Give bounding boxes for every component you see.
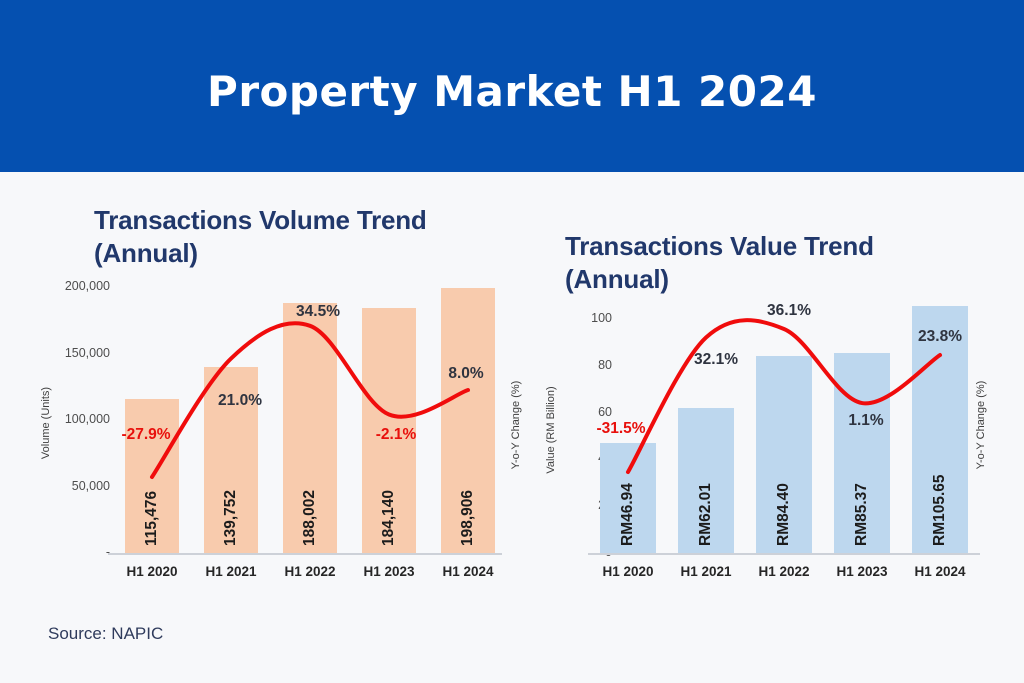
bar-value-label: 184,140 bbox=[380, 489, 397, 546]
y2-axis-label-value: Y-o-Y Change (%) bbox=[975, 380, 987, 470]
yoy-pct-label: 21.0% bbox=[218, 392, 262, 409]
yoy-pct-label: -31.5% bbox=[596, 420, 646, 437]
x-axis-line bbox=[108, 553, 502, 555]
bar-value-label: 198,906 bbox=[459, 489, 476, 546]
header-banner: Property Market H1 2024 bbox=[0, 0, 1024, 172]
x-axis-label: H1 2024 bbox=[442, 564, 494, 579]
y-axis-tick: 200,000 bbox=[64, 279, 110, 293]
yoy-pct-label: 23.8% bbox=[918, 328, 962, 345]
yoy-pct-label: 8.0% bbox=[448, 365, 484, 382]
chart-title-line1: Transactions Volume Trend bbox=[94, 205, 427, 235]
bar-value-label: 188,002 bbox=[301, 489, 318, 546]
bar-value-label: RM84.40 bbox=[775, 483, 792, 546]
y-axis-tick: 100,000 bbox=[64, 412, 110, 426]
chart-title-line2: (Annual) bbox=[565, 263, 669, 294]
bar-value-label: 115,476 bbox=[143, 490, 160, 546]
x-axis-label: H1 2020 bbox=[126, 564, 178, 579]
yoy-pct-label: -2.1% bbox=[375, 426, 417, 443]
source-note: Source: NAPIC bbox=[48, 624, 164, 643]
x-axis-label: H1 2024 bbox=[914, 564, 966, 579]
value-trend-chart: Transactions Value Trend (Annual) Value … bbox=[540, 230, 1010, 605]
y-axis-tick: 50,000 bbox=[71, 478, 110, 493]
y-axis-tick: 60 bbox=[598, 404, 612, 419]
chart-title-line1: Transactions Value Trend bbox=[565, 231, 874, 261]
volume-trend-chart: Transactions Volume Trend (Annual) Volum… bbox=[40, 200, 530, 600]
x-axis-label: H1 2023 bbox=[836, 564, 888, 579]
yoy-pct-label: 34.5% bbox=[296, 303, 340, 320]
y-axis-tick: 150,000 bbox=[64, 345, 110, 360]
yoy-pct-label: -27.9% bbox=[121, 426, 171, 443]
bar-value-label: 139,752 bbox=[222, 489, 239, 546]
x-axis-label: H1 2021 bbox=[680, 564, 732, 579]
bar-value-label: RM85.37 bbox=[853, 483, 870, 546]
yoy-pct-label: 32.1% bbox=[694, 351, 738, 368]
x-axis-label: H1 2020 bbox=[602, 564, 654, 579]
chart-title-value: Transactions Value Trend (Annual) bbox=[565, 230, 874, 295]
chart-title-volume: Transactions Volume Trend (Annual) bbox=[94, 204, 427, 269]
x-axis-label: H1 2021 bbox=[205, 564, 257, 579]
y2-axis-label-volume: Y-o-Y Change (%) bbox=[510, 380, 522, 470]
y-axis-tick: 100 bbox=[591, 311, 612, 325]
chart-title-line2: (Annual) bbox=[94, 237, 198, 268]
x-axis-label: H1 2023 bbox=[363, 564, 415, 579]
page-title: Property Market H1 2024 bbox=[207, 66, 817, 116]
bar-value-label: RM105.65 bbox=[931, 474, 948, 546]
bar-value-label: RM46.94 bbox=[619, 483, 636, 546]
yoy-pct-label: 36.1% bbox=[767, 302, 811, 319]
x-axis-label: H1 2022 bbox=[284, 564, 336, 579]
y-axis-tick: - bbox=[105, 545, 110, 559]
bar-value-label: RM62.01 bbox=[697, 483, 714, 546]
x-axis-label: H1 2022 bbox=[758, 564, 810, 579]
yoy-pct-label: 1.1% bbox=[848, 412, 884, 429]
y-axis-tick: 80 bbox=[598, 357, 612, 372]
x-axis-line bbox=[588, 553, 980, 555]
